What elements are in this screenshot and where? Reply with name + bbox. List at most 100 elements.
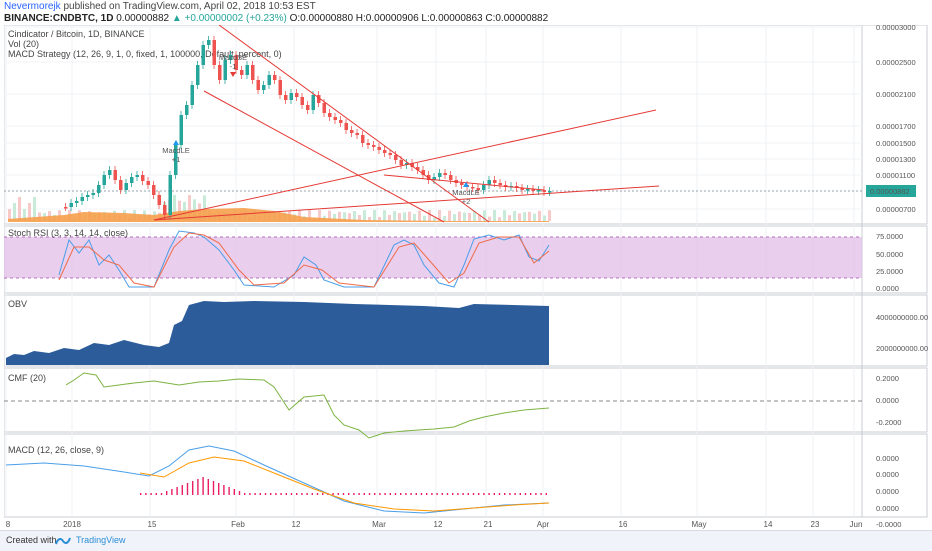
candle-body	[256, 80, 260, 90]
current-price-label: 0.00000882	[870, 187, 910, 196]
volume-bar	[33, 197, 36, 221]
macd-histogram-bar	[218, 483, 220, 495]
macd-tick-label: 0.0000	[876, 487, 899, 496]
candle-body	[416, 167, 420, 170]
volume-ma-area	[8, 208, 549, 222]
macd-histogram-bar	[545, 493, 547, 495]
volume-bar	[383, 210, 386, 221]
macd-histogram-bar	[238, 491, 241, 495]
candle-body	[421, 170, 425, 175]
volume-bar	[18, 197, 21, 221]
macd-histogram-bar	[358, 493, 360, 495]
candle-body	[278, 80, 282, 95]
candle-body	[333, 117, 337, 120]
macd-histogram-bar	[296, 493, 298, 495]
candle-body	[432, 177, 436, 180]
candle-body	[531, 189, 535, 191]
time-axis-label: May	[691, 520, 706, 529]
candle-body	[229, 55, 233, 60]
macd-histogram-bar	[244, 493, 246, 495]
candle-body	[119, 180, 123, 190]
macd-histogram-bar	[332, 493, 334, 495]
trend-line	[383, 174, 545, 191]
candle-body	[135, 175, 139, 177]
volume-bar	[518, 213, 521, 221]
macd-histogram-bar	[306, 493, 308, 495]
candle-body	[344, 123, 348, 130]
signal-count: -1	[230, 62, 237, 71]
macd-histogram-bar	[426, 493, 428, 495]
candle-body	[157, 195, 161, 205]
candle-body	[537, 190, 541, 192]
macd-histogram-bar	[207, 479, 209, 495]
volume-bar	[428, 210, 431, 221]
macd-histogram-bar	[290, 493, 293, 495]
candle-body	[91, 193, 95, 195]
stoch-tick-label: 75.0000	[876, 232, 903, 241]
candle-body	[284, 95, 288, 100]
trend-line	[153, 185, 660, 221]
macd-histogram-bar	[212, 481, 215, 495]
macd-histogram-bar	[415, 493, 417, 495]
candle-body	[124, 183, 128, 190]
macd-histogram-bar	[270, 493, 272, 495]
volume-bar	[488, 216, 491, 221]
candle-body	[383, 150, 387, 153]
chart-area[interactable]: 0.00003000 0.00002500 0.00002100 0.00001700…	[4, 25, 928, 530]
candle-body	[223, 60, 227, 80]
main-pane-label: MACD Strategy (12, 26, 9, 1, 0, fixed, 1…	[8, 49, 282, 59]
ohlc-values: O:0.00000880 H:0.00000906 L:0.00000863 C…	[289, 13, 549, 24]
stoch-band	[4, 237, 862, 278]
candle-body	[449, 175, 453, 180]
macd-histogram-bar	[488, 493, 490, 495]
time-axis-label: 21	[484, 520, 493, 529]
macd-histogram-bar	[504, 493, 506, 495]
candle-body	[350, 130, 354, 133]
volume-bar	[363, 210, 366, 221]
time-axis-label: Jun	[850, 520, 863, 529]
candle-body	[388, 153, 392, 155]
macd-histogram-bar	[452, 493, 454, 495]
macd-histogram-bar	[342, 493, 345, 495]
candle-body	[355, 133, 359, 135]
macd-histogram-bar	[405, 493, 407, 495]
candle-body	[520, 188, 524, 190]
time-axis-label: 23	[811, 520, 820, 529]
stoch-d-line	[58, 232, 550, 288]
author-link[interactable]: Nevermorejk	[4, 1, 61, 12]
candle-body	[399, 160, 403, 165]
macd-histogram-bar	[441, 493, 443, 495]
candle-body	[498, 183, 502, 185]
macd-histogram-bar	[264, 493, 267, 495]
time-axis-label: 8	[6, 520, 11, 529]
obv-tick-label: 4000000000.0000	[876, 313, 928, 322]
trend-line	[218, 25, 490, 223]
volume-bar	[478, 214, 481, 221]
candle-body	[75, 201, 79, 203]
volume-bar	[8, 209, 11, 221]
volume-bar	[373, 210, 376, 221]
volume-bar	[203, 195, 206, 221]
macd-histogram-bar	[249, 493, 251, 495]
quote-line: BINANCE:CNDBTC, 1D 0.00000882 ▲ +0.00000…	[4, 13, 548, 24]
volume-bar	[528, 211, 531, 221]
macd-histogram-bar	[223, 485, 225, 495]
macd-histogram-bar	[540, 493, 542, 495]
macd-histogram-bar	[280, 493, 282, 495]
cmf-tick-label: 0.0000	[876, 396, 899, 405]
tradingview-brand[interactable]: TradingView	[76, 535, 126, 545]
macd-histogram-bar	[337, 493, 339, 495]
volume-bar	[543, 215, 546, 221]
volume-bar	[13, 203, 16, 221]
macd-histogram-bar	[176, 487, 178, 495]
candle-body	[300, 97, 304, 105]
candle-body	[190, 85, 194, 105]
candle-body	[339, 120, 343, 123]
volume-bar	[468, 212, 471, 221]
candle-body	[196, 65, 200, 85]
macd-histogram-bar	[374, 493, 376, 495]
candle-body	[548, 191, 552, 193]
candle-body	[306, 105, 310, 110]
volume-bar	[413, 213, 416, 221]
price-tick-label: 0.00001300	[876, 155, 916, 164]
